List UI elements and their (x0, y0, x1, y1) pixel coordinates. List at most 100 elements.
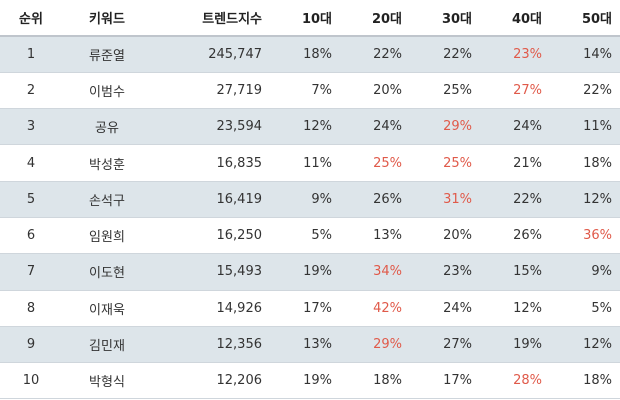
age-share-cell: 26% (480, 217, 550, 255)
age-share-cell: 21% (480, 144, 550, 182)
table-row: 2 이범수 27,719 7% 20% 25% 27% 22% (0, 72, 620, 110)
age-share-cell: 17% (270, 290, 340, 327)
keyword-cell: 임원희 (62, 217, 152, 255)
age-share-cell: 13% (340, 217, 410, 255)
age-share-cell: 12% (480, 290, 550, 327)
age-share-cell: 17% (410, 362, 480, 400)
table-row: 6 임원희 16,250 5% 13% 20% 26% 36% (0, 217, 620, 255)
table-header: 순위 키워드 트렌드지수 10대 20대 30대 40대 50대 (0, 0, 620, 37)
age-share-cell: 22% (340, 36, 410, 73)
age-share-cell: 9% (270, 181, 340, 218)
trend-index-cell: 27,719 (152, 72, 270, 110)
trend-index-cell: 16,419 (152, 181, 270, 218)
rank-cell: 3 (0, 108, 62, 146)
keyword-cell: 손석구 (62, 181, 152, 218)
age-share-cell: 26% (340, 181, 410, 218)
keyword-cell: 이범수 (62, 72, 152, 110)
age-share-cell: 24% (480, 108, 550, 146)
age-share-cell: 15% (480, 253, 550, 291)
trend-index-cell: 12,356 (152, 326, 270, 364)
age-share-cell: 19% (270, 253, 340, 291)
table-row: 10 박형식 12,206 19% 18% 17% 28% 18% (0, 362, 620, 400)
age-share-cell: 18% (550, 362, 620, 400)
keyword-cell: 이도현 (62, 253, 152, 291)
header-trend-index: 트렌드지수 (152, 0, 270, 37)
trend-index-cell: 16,250 (152, 217, 270, 255)
age-share-cell: 25% (410, 72, 480, 110)
age-share-cell: 12% (270, 108, 340, 146)
age-share-cell: 22% (410, 36, 480, 73)
age-share-cell: 36% (550, 217, 620, 255)
header-age-30s: 30대 (410, 0, 480, 37)
age-share-cell: 7% (270, 72, 340, 110)
rank-cell: 8 (0, 290, 62, 327)
trend-index-cell: 245,747 (152, 36, 270, 73)
age-share-cell: 9% (550, 253, 620, 291)
rank-cell: 2 (0, 72, 62, 110)
age-share-cell: 23% (410, 253, 480, 291)
table-row: 8 이재욱 14,926 17% 42% 24% 12% 5% (0, 290, 620, 327)
age-share-cell: 12% (550, 326, 620, 364)
age-share-cell: 29% (340, 326, 410, 364)
header-age-40s: 40대 (480, 0, 550, 37)
table-row: 4 박성훈 16,835 11% 25% 25% 21% 18% (0, 144, 620, 182)
age-share-cell: 5% (270, 217, 340, 255)
age-share-cell: 19% (480, 326, 550, 364)
header-rank: 순위 (0, 0, 62, 37)
age-share-cell: 24% (340, 108, 410, 146)
keyword-cell: 공유 (62, 108, 152, 146)
age-share-cell: 31% (410, 181, 480, 218)
age-share-cell: 27% (410, 326, 480, 364)
age-share-cell: 25% (410, 144, 480, 182)
age-share-cell: 25% (340, 144, 410, 182)
header-age-10s: 10대 (270, 0, 340, 37)
age-share-cell: 20% (410, 217, 480, 255)
age-share-cell: 18% (340, 362, 410, 400)
age-share-cell: 13% (270, 326, 340, 364)
age-share-cell: 34% (340, 253, 410, 291)
table-row: 5 손석구 16,419 9% 26% 31% 22% 12% (0, 181, 620, 218)
rank-cell: 10 (0, 362, 62, 400)
trend-index-cell: 15,493 (152, 253, 270, 291)
age-share-cell: 14% (550, 36, 620, 73)
age-share-cell: 18% (270, 36, 340, 73)
age-share-cell: 11% (550, 108, 620, 146)
age-share-cell: 22% (480, 181, 550, 218)
age-share-cell: 23% (480, 36, 550, 73)
rank-cell: 5 (0, 181, 62, 218)
table-row: 9 김민재 12,356 13% 29% 27% 19% 12% (0, 326, 620, 364)
trend-index-cell: 23,594 (152, 108, 270, 146)
age-share-cell: 29% (410, 108, 480, 146)
trend-index-cell: 14,926 (152, 290, 270, 327)
trend-index-cell: 12,206 (152, 362, 270, 400)
age-share-cell: 22% (550, 72, 620, 110)
table-row: 3 공유 23,594 12% 24% 29% 24% 11% (0, 108, 620, 146)
header-age-20s: 20대 (340, 0, 410, 37)
age-share-cell: 28% (480, 362, 550, 400)
rank-cell: 9 (0, 326, 62, 364)
age-share-cell: 18% (550, 144, 620, 182)
keyword-cell: 김민재 (62, 326, 152, 364)
trend-index-cell: 16,835 (152, 144, 270, 182)
table-row: 7 이도현 15,493 19% 34% 23% 15% 9% (0, 253, 620, 291)
age-share-cell: 27% (480, 72, 550, 110)
header-row: 순위 키워드 트렌드지수 10대 20대 30대 40대 50대 (0, 0, 620, 37)
rank-cell: 1 (0, 36, 62, 73)
header-keyword: 키워드 (62, 0, 152, 37)
keyword-cell: 류준열 (62, 36, 152, 73)
age-share-cell: 11% (270, 144, 340, 182)
age-share-cell: 12% (550, 181, 620, 218)
age-share-cell: 19% (270, 362, 340, 400)
keyword-cell: 박형식 (62, 362, 152, 400)
age-share-cell: 5% (550, 290, 620, 327)
rank-cell: 7 (0, 253, 62, 291)
rank-cell: 4 (0, 144, 62, 182)
keyword-cell: 박성훈 (62, 144, 152, 182)
age-share-cell: 24% (410, 290, 480, 327)
age-share-cell: 42% (340, 290, 410, 327)
age-share-cell: 20% (340, 72, 410, 110)
table-body: 1 류준열 245,747 18% 22% 22% 23% 14% 2 이범수 27,719 7% 20… (0, 36, 620, 400)
table-row: 1 류준열 245,747 18% 22% 22% 23% 14% (0, 36, 620, 73)
rank-cell: 6 (0, 217, 62, 255)
